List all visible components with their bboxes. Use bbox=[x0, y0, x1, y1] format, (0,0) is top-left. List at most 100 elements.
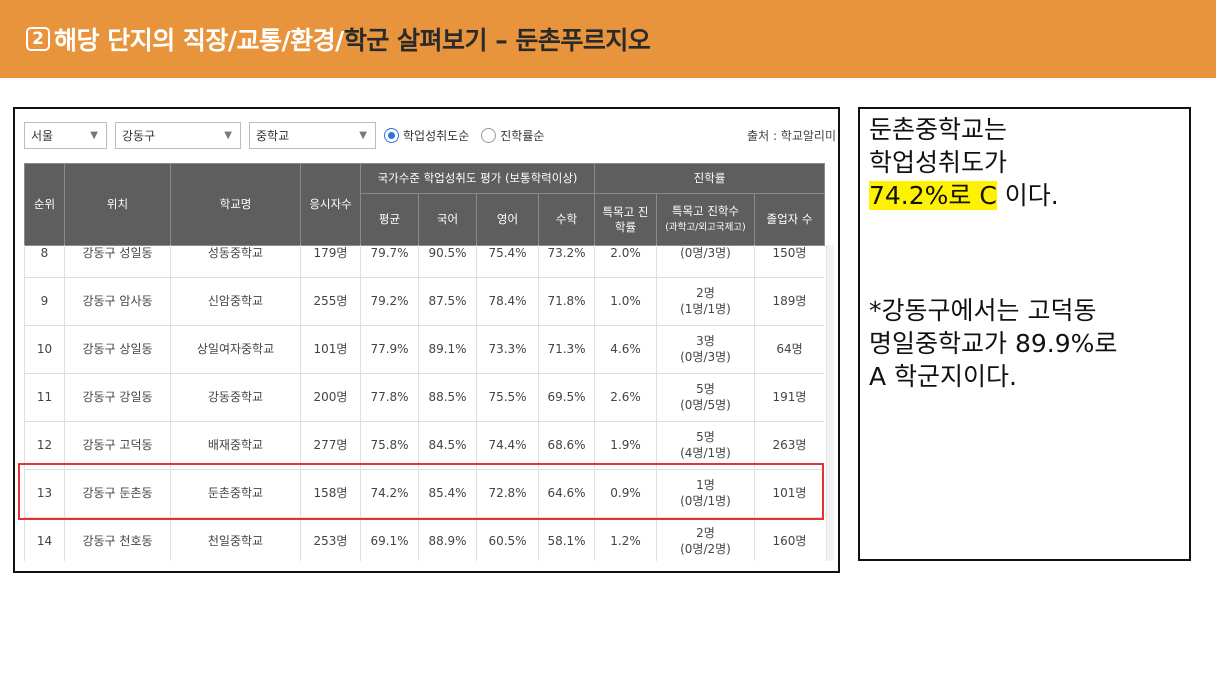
cell-english: 73.3% bbox=[476, 325, 539, 374]
cell-special-rate: 2.6% bbox=[594, 373, 657, 422]
col-english[interactable]: 영어 bbox=[476, 193, 539, 246]
table-body-scroll[interactable]: 8 강동구 성일동 성동중학교 179명 79.7% 90.5% 75.4% 73.2% 2.0… bbox=[24, 245, 824, 561]
cell-location: 강동구 둔촌동 bbox=[64, 469, 171, 518]
cell-avg: 79.7% bbox=[360, 245, 419, 278]
note-highlight: 74.2%로 C bbox=[869, 181, 997, 210]
cell-math: 69.5% bbox=[538, 373, 595, 422]
col-location[interactable]: 위치 bbox=[64, 163, 171, 246]
cell-graduates: 101명 bbox=[754, 469, 824, 518]
cell-avg: 77.8% bbox=[360, 373, 419, 422]
annotation-note: 둔촌중학교는 학업성취도가 74.2%로 C 이다. *강동구에서는 고덕동 명… bbox=[858, 107, 1191, 561]
table-row[interactable]: 13 강동구 둔촌동 둔촌중학교 158명 74.2% 85.4% 72.8% 64.6% 0.… bbox=[24, 469, 824, 518]
table-row[interactable]: 11 강동구 강일동 강동중학교 200명 77.8% 88.5% 75.5% 69.5% 2.… bbox=[24, 373, 824, 422]
special-count-total: 5명 bbox=[696, 430, 715, 444]
note-line-3: 74.2%로 C 이다. bbox=[869, 179, 1180, 212]
radio-selected-icon bbox=[384, 127, 399, 143]
note-line-4: *강동구에서는 고덕동 bbox=[869, 296, 1097, 325]
cell-graduates: 189명 bbox=[754, 277, 824, 326]
cell-rank: 13 bbox=[24, 469, 65, 518]
col-korean[interactable]: 국어 bbox=[418, 193, 477, 246]
cell-school: 성동중학교 bbox=[170, 245, 301, 278]
table-scrollbar[interactable] bbox=[826, 245, 834, 561]
cell-english: 60.5% bbox=[476, 517, 539, 561]
header-banner: 2 해당 단지의 직장/교통/환경/학군 살펴보기 – 둔촌푸르지오 bbox=[0, 0, 1216, 78]
radio-empty-icon bbox=[481, 127, 497, 143]
cell-english: 78.4% bbox=[476, 277, 539, 326]
col-rank[interactable]: 순위 bbox=[24, 163, 65, 246]
col-graduates[interactable]: 졸업자 수 bbox=[753, 193, 826, 246]
note-line-5: 명일중학교가 89.9%로 bbox=[869, 329, 1118, 358]
table-row[interactable]: 8 강동구 성일동 성동중학교 179명 79.7% 90.5% 75.4% 73.2% 2.0… bbox=[24, 245, 824, 278]
region-select[interactable]: 서울 ▼ bbox=[24, 121, 107, 149]
col-school[interactable]: 학교명 bbox=[170, 163, 301, 246]
data-source: 출처 : 학교알리미 bbox=[747, 128, 836, 143]
cell-special-count: 5명 (4명/1명) bbox=[656, 421, 755, 470]
cell-school: 상일여자중학교 bbox=[170, 325, 301, 374]
special-count-total: 2명 bbox=[696, 526, 715, 540]
school-ranking-panel: 서울 ▼ 강동구 ▼ 중학교 ▼ 학업성취도순 진학률순 출처 : 학교알리미 bbox=[13, 107, 840, 573]
cell-special-rate: 4.6% bbox=[594, 325, 657, 374]
cell-graduates: 191명 bbox=[754, 373, 824, 422]
radio-achievement-order[interactable]: 학업성취도순 bbox=[384, 127, 469, 144]
col-group-national: 국가수준 학업성취도 평가 (보통학력이상) bbox=[360, 163, 595, 194]
table-row[interactable]: 12 강동구 고덕동 배재중학교 277명 75.8% 84.5% 74.4% 68.6% 1.… bbox=[24, 421, 824, 470]
school-type-select[interactable]: 중학교 ▼ bbox=[249, 121, 376, 149]
cell-location: 강동구 상일동 bbox=[64, 325, 171, 374]
cell-math: 73.2% bbox=[538, 245, 595, 278]
cell-graduates: 263명 bbox=[754, 421, 824, 470]
cell-special-count: 2명 (0명/2명) bbox=[656, 517, 755, 561]
cell-rank: 12 bbox=[24, 421, 65, 470]
ranking-table: 8 강동구 성일동 성동중학교 179명 79.7% 90.5% 75.4% 73.2% 2.0… bbox=[24, 245, 824, 561]
table-row[interactable]: 9 강동구 암사동 신암중학교 255명 79.2% 87.5% 78.4% 71.8% 1.0… bbox=[24, 277, 824, 326]
section-number-badge: 2 bbox=[26, 27, 50, 51]
district-select[interactable]: 강동구 ▼ bbox=[115, 121, 241, 149]
cell-korean: 87.5% bbox=[418, 277, 477, 326]
cell-math: 71.3% bbox=[538, 325, 595, 374]
cell-applicants: 158명 bbox=[300, 469, 361, 518]
cell-rank: 14 bbox=[24, 517, 65, 561]
cell-math: 58.1% bbox=[538, 517, 595, 561]
cell-location: 강동구 성일동 bbox=[64, 245, 171, 278]
cell-special-rate: 1.0% bbox=[594, 277, 657, 326]
radio-achievement-label: 학업성취도순 bbox=[403, 128, 470, 143]
cell-rank: 11 bbox=[24, 373, 65, 422]
cell-rank: 10 bbox=[24, 325, 65, 374]
cell-applicants: 255명 bbox=[300, 277, 361, 326]
cell-graduates: 160명 bbox=[754, 517, 824, 561]
col-special-rate[interactable]: 특목고 진학률 bbox=[594, 193, 657, 246]
col-special-count[interactable]: 특목고 진학수 (과학고/외고국제고) bbox=[656, 193, 755, 246]
special-count-breakdown: (0명/5명) bbox=[680, 398, 731, 412]
note-spacer bbox=[869, 212, 1180, 294]
table-row[interactable]: 14 강동구 천호동 천일중학교 253명 69.1% 88.9% 60.5% 58.1% 1.… bbox=[24, 517, 824, 561]
cell-school: 강동중학교 bbox=[170, 373, 301, 422]
cell-special-count: 5명 (0명/5명) bbox=[656, 373, 755, 422]
cell-school: 천일중학교 bbox=[170, 517, 301, 561]
banner-title-highlight: 학군 살펴보기 – 둔촌푸르지오 bbox=[343, 26, 651, 55]
cell-applicants: 253명 bbox=[300, 517, 361, 561]
cell-location: 강동구 강일동 bbox=[64, 373, 171, 422]
cell-location: 강동구 암사동 bbox=[64, 277, 171, 326]
col-math[interactable]: 수학 bbox=[538, 193, 595, 246]
cell-school: 배재중학교 bbox=[170, 421, 301, 470]
table-row[interactable]: 10 강동구 상일동 상일여자중학교 101명 77.9% 89.1% 73.3% 71.3%… bbox=[24, 325, 824, 374]
cell-avg: 74.2% bbox=[360, 469, 419, 518]
cell-avg: 75.8% bbox=[360, 421, 419, 470]
cell-math: 64.6% bbox=[538, 469, 595, 518]
cell-school: 둔촌중학교 bbox=[170, 469, 301, 518]
cell-special-rate: 0.9% bbox=[594, 469, 657, 518]
col-group-admission: 진학률 bbox=[593, 163, 826, 194]
chevron-down-icon: ▼ bbox=[224, 129, 232, 141]
col-avg[interactable]: 평균 bbox=[360, 193, 419, 246]
note-line-6: A 학군지이다. bbox=[869, 362, 1017, 391]
special-count-breakdown: (0명/2명) bbox=[680, 542, 731, 556]
cell-avg: 77.9% bbox=[360, 325, 419, 374]
radio-admission-order[interactable]: 진학률순 bbox=[481, 127, 544, 144]
cell-special-rate: 1.2% bbox=[594, 517, 657, 561]
cell-special-count: 2명 (1명/1명) bbox=[656, 277, 755, 326]
cell-applicants: 200명 bbox=[300, 373, 361, 422]
cell-school: 신암중학교 bbox=[170, 277, 301, 326]
filter-bar: 서울 ▼ 강동구 ▼ 중학교 ▼ 학업성취도순 진학률순 출처 : 학교알리미 bbox=[24, 121, 836, 149]
chevron-down-icon: ▼ bbox=[90, 129, 98, 141]
col-applicants[interactable]: 응시자수 bbox=[300, 163, 361, 246]
cell-applicants: 277명 bbox=[300, 421, 361, 470]
